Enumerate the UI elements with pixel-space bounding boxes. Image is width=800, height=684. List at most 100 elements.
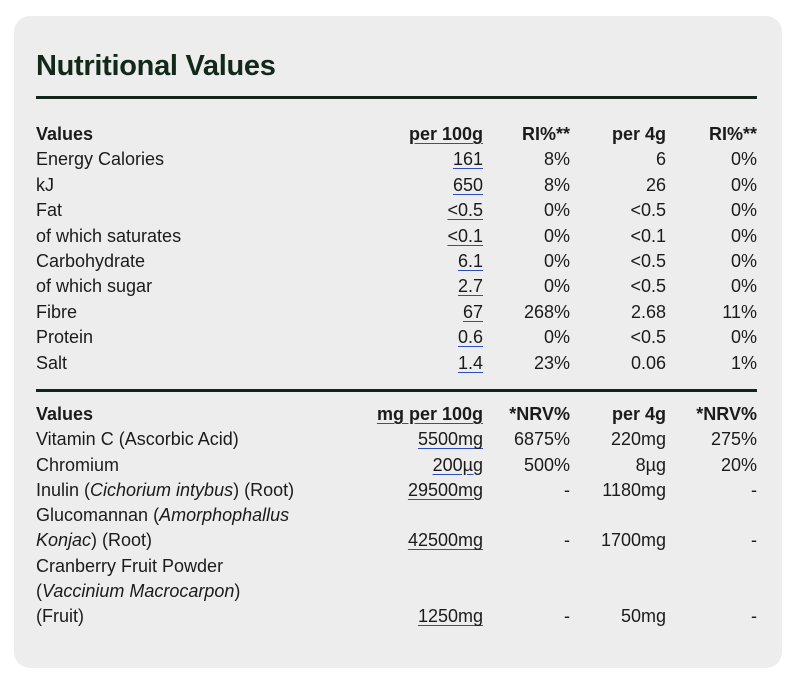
table-header-row: Values per 100g RI%** per 4g RI%**	[36, 122, 757, 147]
page-title: Nutritional Values	[36, 50, 276, 82]
cell-ri-100g: 0%	[543, 200, 570, 221]
cell-per-4g: 2.68	[630, 301, 666, 322]
cell-per-4g: 220mg	[610, 429, 666, 450]
cell-per-100g: 2.7	[457, 276, 483, 297]
cell-per-4g: 0.06	[630, 352, 666, 373]
cell-ri-100g: 0%	[543, 327, 570, 348]
cell-ri-100g: 0%	[543, 251, 570, 272]
cell-ri-4g: 0%	[730, 200, 757, 221]
cell-per-100g: 200µg	[432, 454, 483, 475]
cell-nutrient: kJ	[36, 174, 54, 195]
cell-nrv-4g: -	[751, 530, 757, 551]
cell-nrv-4g: 275%	[710, 429, 757, 450]
header-values: Values	[36, 404, 94, 424]
table-row: Fibre 67 268% 2.68 11%	[36, 300, 757, 325]
table-row: Fat <0.5 0% <0.5 0%	[36, 198, 757, 223]
cell-nutrient: Energy Calories	[36, 149, 165, 170]
cell-per-100g: 42500mg	[407, 530, 483, 551]
cell-per-4g: 6	[655, 149, 666, 170]
cell-per-4g: <0.5	[630, 251, 666, 272]
cell-nrv-100g: -	[564, 479, 570, 500]
header-values: Values	[36, 124, 94, 144]
cell-ri-4g: 1%	[730, 352, 757, 373]
table-row: Carbohydrate 6.1 0% <0.5 0%	[36, 249, 757, 274]
cell-nutrient: of which sugar	[36, 276, 153, 297]
cell-per-100g: 5500mg	[417, 429, 483, 450]
cell-per-100g: 29500mg	[407, 479, 483, 500]
cell-ri-100g: 268%	[523, 301, 570, 322]
table-row-cranberry-1: Cranberry Fruit Powder	[36, 555, 224, 576]
cell-per-100g: 1250mg	[417, 606, 483, 627]
section-divider	[36, 389, 757, 392]
cell-nrv-4g: 20%	[720, 454, 757, 475]
table-row: Energy Calories 161 8% 6 0%	[36, 147, 757, 172]
table-row: of which saturates <0.1 0% <0.1 0%	[36, 224, 757, 249]
table-row-cranberry-2: (Vaccinium Macrocarpon)	[36, 581, 241, 602]
cell-nrv-4g: -	[751, 606, 757, 627]
cell-nrv-4g: -	[751, 479, 757, 500]
table-row: Protein 0.6 0% <0.5 0%	[36, 325, 757, 350]
table-row: Salt 1.4 23% 0.06 1%	[36, 351, 757, 376]
cell-ri-4g: 0%	[730, 225, 757, 246]
cell-per-4g: 1700mg	[600, 530, 666, 551]
cell-ingredient: Inulin (Cichorium intybus) (Root)	[36, 479, 295, 500]
cell-per-100g: <0.1	[447, 225, 483, 246]
cell-per-100g: 650	[452, 174, 483, 195]
header-ri-4g: RI%**	[708, 124, 757, 144]
cell-per-100g: 6.1	[457, 251, 483, 272]
cell-nrv-100g: -	[564, 530, 570, 551]
cell-per-4g: 26	[645, 174, 666, 195]
cell-per-4g: <0.1	[630, 225, 666, 246]
cell-ri-4g: 0%	[730, 174, 757, 195]
table-header-row: Values mg per 100g *NRV% per 4g *NRV%	[36, 402, 757, 427]
cell-per-4g: 1180mg	[602, 479, 666, 500]
cell-per-100g: 1.4	[457, 352, 483, 373]
cell-nutrient: of which saturates	[36, 225, 182, 246]
cell-nutrient: Carbohydrate	[36, 251, 146, 272]
header-per-100g: per 100g	[408, 124, 483, 144]
cell-nutrient: Fat	[36, 200, 63, 221]
header-nrv-100g: *NRV%	[509, 404, 570, 424]
header-nrv-4g: *NRV%	[696, 404, 757, 424]
cell-ri-4g: 0%	[730, 251, 757, 272]
header-ri-100g: RI%**	[521, 124, 570, 144]
cell-ri-4g: 11%	[722, 301, 757, 322]
cell-per-4g: <0.5	[630, 327, 666, 348]
cell-ri-100g: 8%	[543, 174, 570, 195]
table-row: Vitamin C (Ascorbic Acid) 5500mg 6875% 220m…	[36, 427, 757, 452]
cell-ri-100g: 0%	[543, 276, 570, 297]
cell-ri-4g: 0%	[730, 149, 757, 170]
cell-per-4g: <0.5	[630, 200, 666, 221]
table-row-glucomannan-2: Konjac) (Root) 42500mg - 1700mg -	[36, 528, 757, 553]
cell-nutrient: Protein	[36, 327, 94, 348]
cell-ri-100g: 23%	[533, 352, 570, 373]
cell-nrv-100g: 500%	[523, 454, 570, 475]
cell-nrv-100g: 6875%	[513, 429, 570, 450]
table-row: Chromium 200µg 500% 8µg 20%	[36, 453, 757, 478]
cell-nutrient: Fibre	[36, 301, 78, 322]
table-row: Inulin (Cichorium intybus) (Root) 29500mg…	[36, 478, 757, 503]
cell-per-4g: 8µg	[635, 454, 666, 475]
cell-per-100g: 0.6	[457, 327, 483, 348]
table-row: of which sugar 2.7 0% <0.5 0%	[36, 274, 757, 299]
nutrition-card	[14, 16, 782, 668]
nutrition-table: Values per 100g RI%** per 4g RI%** Energ…	[36, 122, 757, 376]
cell-nutrient: Salt	[36, 352, 68, 373]
cell-ri-100g: 0%	[543, 225, 570, 246]
cell-ri-100g: 8%	[543, 149, 570, 170]
cell-ingredient: Vitamin C (Ascorbic Acid)	[36, 429, 239, 450]
header-per-4g: per 4g	[611, 124, 666, 144]
cell-per-100g: 161	[452, 149, 483, 170]
cell-ri-4g: 0%	[730, 327, 757, 348]
cell-per-100g: <0.5	[447, 200, 483, 221]
cell-per-4g: 50mg	[620, 606, 666, 627]
vitamins-table: Values mg per 100g *NRV% per 4g *NRV% Vi…	[36, 402, 757, 630]
cell-nrv-100g: -	[564, 606, 570, 627]
cell-ri-4g: 0%	[730, 276, 757, 297]
cell-per-100g: 67	[462, 301, 483, 322]
table-row: kJ 650 8% 26 0%	[36, 173, 757, 198]
table-row-cranberry-3: (Fruit) 1250mg - 50mg -	[36, 604, 757, 629]
cell-ingredient: Chromium	[36, 454, 120, 475]
title-divider	[36, 96, 757, 99]
table-row-glucomannan-1: Glucomannan (Amorphophallus	[36, 505, 290, 526]
